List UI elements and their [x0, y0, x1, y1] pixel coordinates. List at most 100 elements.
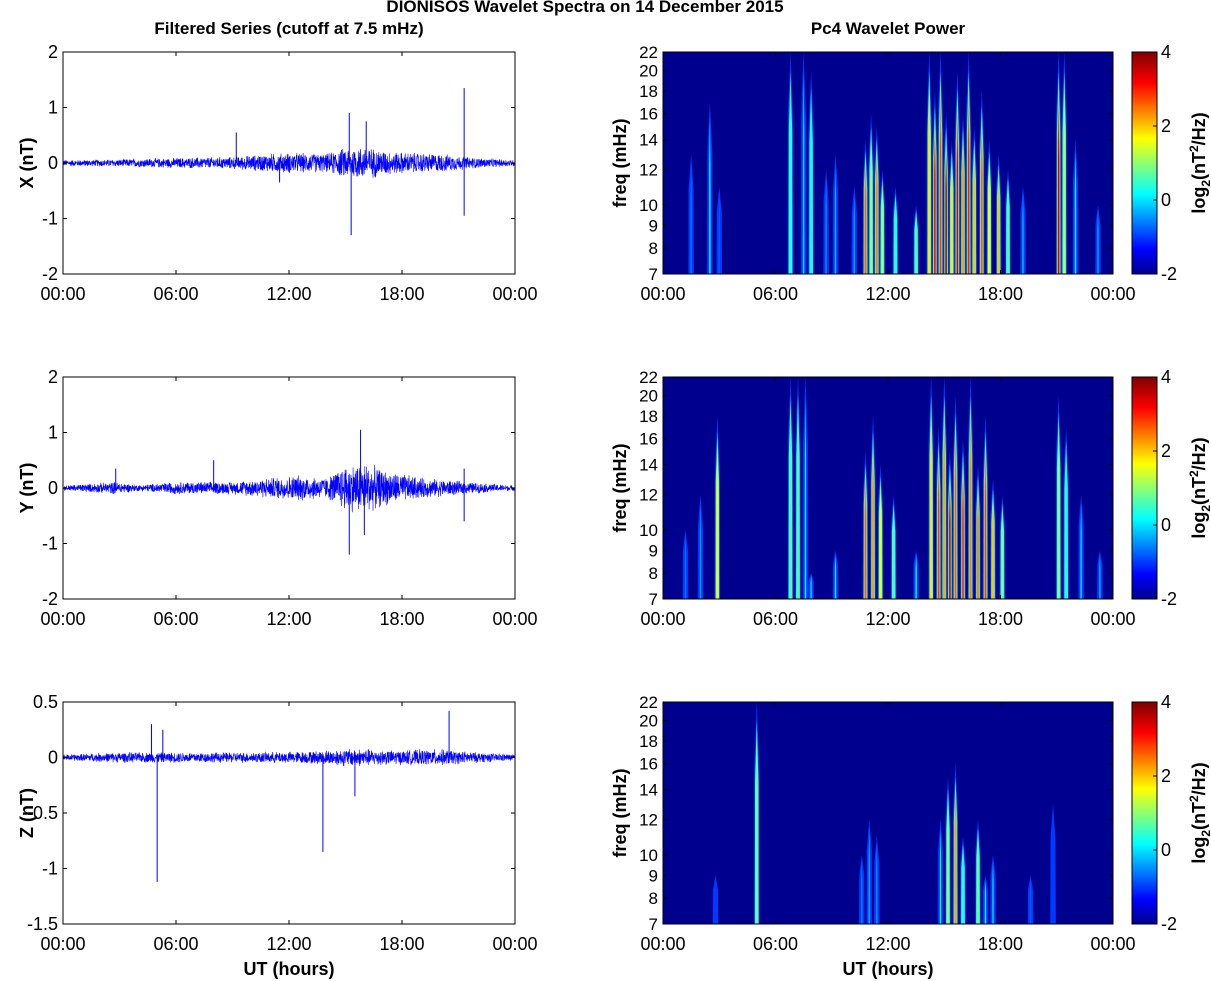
y-power-y-tick-label: 14: [639, 456, 658, 475]
y-power-colorbar-label-sub: 2: [1199, 505, 1211, 512]
y-power-y-tick-label: 22: [639, 368, 658, 387]
y-power-colorbar-label-text: log: [1189, 512, 1209, 539]
x-series-x-tick-label: 18:00: [379, 284, 424, 304]
y-power-streak: [1099, 554, 1101, 599]
x-series-x-tick-label: 06:00: [153, 284, 198, 304]
y-power-streak: [937, 470, 940, 599]
y-power-streak: [872, 462, 874, 599]
x-power-streak: [1063, 89, 1065, 274]
x-power-streak: [864, 173, 867, 274]
y-series-x-tick-label: 00:00: [40, 609, 85, 629]
x-power-streak: [1007, 187, 1009, 274]
z-power-y-tick-label: 8: [649, 889, 658, 908]
x-power-x-tick-label: 06:00: [753, 284, 798, 304]
z-power-streaks: [712, 702, 1056, 924]
x-series-y-tick-label: 1: [48, 98, 58, 118]
x-power-streak: [876, 163, 878, 274]
y-power-y-tick-label: 18: [639, 407, 658, 426]
x-power-colorbar-tick-label: 0: [1161, 190, 1171, 210]
panels: 210-1-200:00 06:00 12:00 18:00 00:00X (nT)21…: [17, 42, 1211, 954]
z-power-colorbar-tick-label: -2: [1161, 914, 1177, 934]
y-power-streak: [797, 414, 799, 599]
x-power-streak: [825, 178, 827, 274]
x-series-y-tick-label: -1: [42, 209, 58, 229]
x-power-y-tick-label: 18: [639, 82, 658, 101]
x-power-colorbar-label: log2(nT2/Hz): [1187, 112, 1211, 213]
x-power-streak: [802, 70, 805, 274]
y-power-streak: [943, 432, 945, 599]
x-power-streak: [945, 154, 947, 274]
y-power-streak: [969, 432, 972, 599]
x-axis-label-left: UT (hours): [244, 959, 335, 979]
y-power-colorbar-label: log2(nT2/Hz): [1187, 437, 1211, 538]
y-power-streaks: [682, 377, 1103, 599]
y-power-colorbar-tick-label: -2: [1161, 589, 1177, 609]
x-series-x-tick-label: 00:00: [40, 284, 85, 304]
z-power-streak: [939, 828, 942, 924]
x-power-streak: [834, 164, 837, 274]
y-power-streak: [954, 446, 957, 599]
figure-title: DIONISOS Wavelet Spectra on 14 December …: [386, 0, 783, 16]
z-power-colorbar-label-text: (nT: [1189, 802, 1209, 830]
x-series-y-tick-label: 2: [48, 42, 58, 62]
x-power-y-tick-label: 12: [639, 161, 658, 180]
y-power-streak: [984, 462, 987, 599]
z-power-y-tick-label: 18: [639, 732, 658, 751]
y-series-y-tick-label: 2: [48, 367, 58, 387]
z-series-y-tick-label: -1: [42, 859, 58, 879]
x-series-y-tick-label: -2: [42, 264, 58, 284]
x-power-streak: [810, 104, 812, 274]
x-power-y-axis-label: freq (mHz): [610, 118, 630, 207]
x-power-streak: [881, 187, 884, 274]
y-power-y-tick-label: 8: [649, 564, 658, 583]
x-power-y-tick-label: 8: [649, 239, 658, 258]
x-power-colorbar-label-text: (nT: [1189, 152, 1209, 180]
z-series-x-tick-label: 12:00: [266, 934, 311, 954]
right-column-title: Pc4 Wavelet Power: [811, 19, 966, 38]
x-power-x-tick-label: 12:00: [865, 284, 910, 304]
z-power-colorbar-label-sub: 2: [1199, 830, 1211, 837]
x-power-streaks: [688, 52, 1101, 274]
z-power-streak: [992, 860, 994, 924]
z-series-y-axis-label: Z (nT): [17, 788, 37, 838]
z-power-y-tick-label: 9: [649, 866, 658, 885]
x-power-streak: [951, 173, 953, 274]
x-power-colorbar-tick-label: 4: [1161, 42, 1171, 62]
z-power-x-tick-label: 00:00: [640, 934, 685, 954]
y-series-y-axis-label: Y (nT): [17, 463, 37, 514]
y-series-trace: [62, 464, 516, 513]
z-series-y-tick-label: -0.5: [27, 803, 58, 823]
x-power-colorbar: [1131, 51, 1158, 275]
y-power-streak: [962, 479, 964, 599]
z-series-x-tick-label: 06:00: [153, 934, 198, 954]
y-power-x-tick-label: 12:00: [865, 609, 910, 629]
x-power-streak: [1057, 107, 1060, 274]
x-power-streak: [956, 121, 959, 274]
x-power-streak: [690, 164, 692, 274]
z-series-x-tick-label: 00:00: [492, 934, 537, 954]
left-column-title: Filtered Series (cutoff at 7.5 mHz): [154, 19, 423, 38]
y-power-streak: [864, 488, 867, 599]
z-power-y-tick-label: 22: [639, 693, 658, 712]
z-power-streak: [947, 801, 949, 924]
x-power-colorbar-label-text: log: [1189, 187, 1209, 214]
z-series-y-tick-label: 0.5: [33, 692, 58, 712]
y-power-y-tick-label: 10: [639, 521, 658, 540]
y-power-colorbar-label-sup: 2: [1187, 470, 1201, 477]
y-power-x-tick-label: 06:00: [753, 609, 798, 629]
y-series-x-tick-label: 18:00: [379, 609, 424, 629]
x-power-streak: [1097, 210, 1099, 274]
y-power-x-tick-label: 00:00: [1090, 609, 1135, 629]
z-series-x-tick-label: 00:00: [40, 934, 85, 954]
y-series-y-tick-label: 0: [48, 478, 58, 498]
y-power-streak: [1065, 455, 1067, 599]
y-power-streak: [834, 554, 837, 599]
y-power-streak: [892, 512, 895, 599]
z-power-y-tick-label: 7: [649, 915, 658, 934]
x-power-plot-area: [663, 52, 1113, 274]
x-power-y-tick-label: 14: [639, 131, 658, 150]
z-power-y-tick-label: 12: [639, 811, 658, 830]
z-power-colorbar-tick-label: 0: [1161, 840, 1171, 860]
z-power-streak: [756, 739, 758, 924]
z-power-x-tick-label: 06:00: [753, 934, 798, 954]
